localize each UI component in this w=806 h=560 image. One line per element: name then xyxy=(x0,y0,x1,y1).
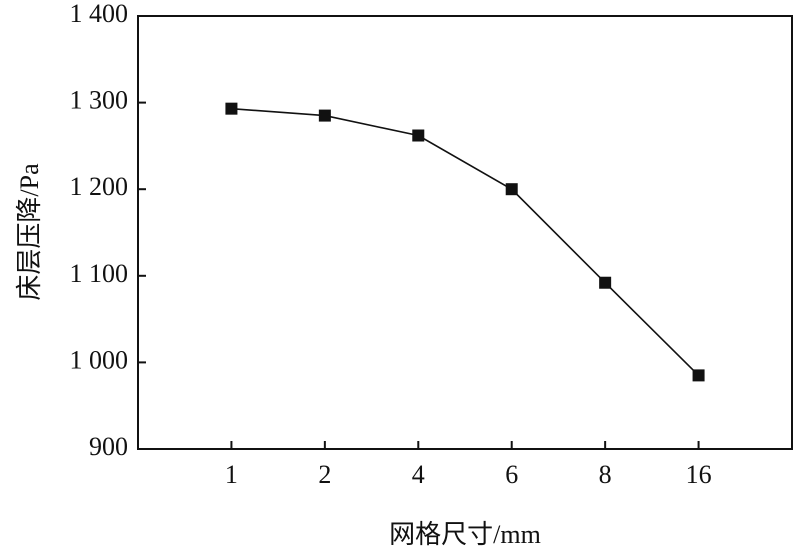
plot-frame xyxy=(137,15,793,450)
data-marker xyxy=(318,109,331,122)
y-axis-label: 床层压降/Pa xyxy=(15,163,44,301)
x-tick-label: 16 xyxy=(686,460,712,489)
y-tick-label: 1 100 xyxy=(70,259,129,288)
y-tick-label: 1 300 xyxy=(70,86,129,115)
x-tick-label: 6 xyxy=(505,460,518,489)
data-marker xyxy=(599,276,612,289)
data-line xyxy=(231,107,700,376)
x-tick-label: 1 xyxy=(225,460,238,489)
x-tick-label: 4 xyxy=(412,460,425,489)
x-tick-label: 2 xyxy=(318,460,331,489)
y-tick-label: 900 xyxy=(89,432,128,461)
y-tick-label: 1 200 xyxy=(70,172,129,201)
x-axis-label: 网格尺寸/mm xyxy=(389,520,541,549)
data-marker xyxy=(412,129,425,142)
data-marker xyxy=(505,183,518,196)
y-tick-label: 1 000 xyxy=(70,345,129,374)
data-marker xyxy=(692,369,705,382)
data-marker xyxy=(225,102,238,115)
y-tick-label: 1 400 xyxy=(70,0,129,28)
x-tick-label: 8 xyxy=(599,460,612,489)
